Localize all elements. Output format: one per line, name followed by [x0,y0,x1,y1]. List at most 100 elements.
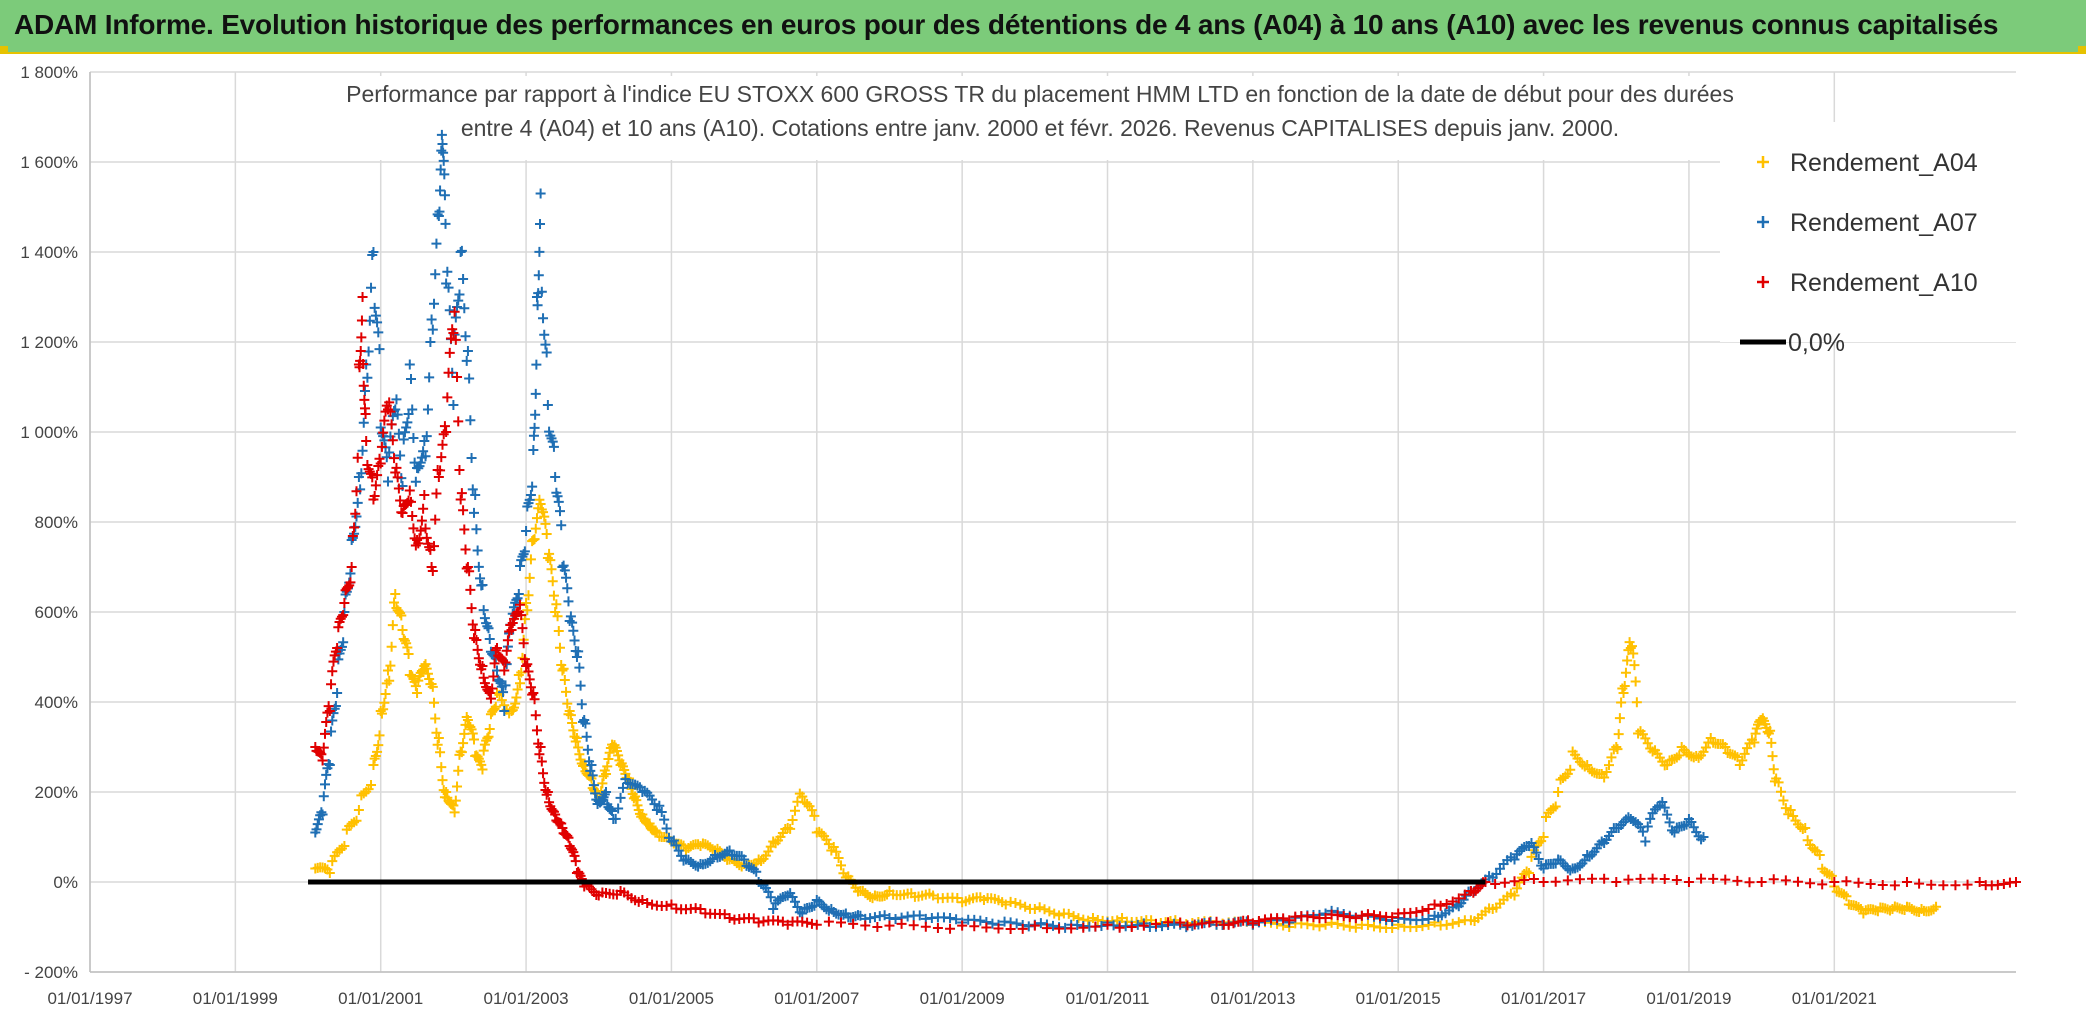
data-point [385,660,396,671]
data-point [576,699,587,710]
data-point [452,372,463,383]
data-point [376,708,387,719]
data-point [574,749,585,760]
data-point [487,683,498,694]
data-point [421,431,432,442]
data-point [865,913,876,924]
data-point [1768,874,1779,885]
data-point [565,611,576,622]
data-point [1926,879,1937,890]
data-point [1640,836,1651,847]
data-point [1938,880,1949,891]
data-point [1029,904,1040,914]
data-point [920,921,931,932]
x-tick-label: 01/01/2001 [338,989,423,1008]
data-point [522,659,533,670]
legend-label: Rendement_A04 [1790,149,1978,177]
data-point [434,206,445,217]
data-point [529,694,540,705]
data-point [372,470,383,481]
x-tick-label: 01/01/1999 [193,989,278,1008]
data-point [650,825,661,836]
series-Rendement_A07 [310,129,1709,933]
data-point [362,372,373,383]
chart-legend: Rendement_A04 Rendement_A07 Rendement_A10 0… [1720,122,2016,357]
data-point [1698,832,1709,842]
data-point [420,523,431,534]
data-point [1814,850,1825,860]
data-point [1841,891,1852,902]
data-point [1005,896,1016,907]
data-point [536,756,547,767]
data-point [1253,915,1264,926]
data-point [1533,853,1544,864]
data-point [529,422,540,433]
data-point [1618,688,1629,698]
data-point [1011,918,1022,929]
data-point [472,644,483,655]
data-point [436,452,447,463]
data-point [1629,660,1640,671]
data-point [1637,826,1648,837]
data-point [1720,742,1731,752]
data-point [522,605,533,616]
data-point [352,497,363,508]
data-point [1780,803,1791,814]
data-point [391,394,402,405]
data-point [372,746,383,757]
data-point [336,611,347,622]
data-point [797,791,808,802]
data-point [1928,904,1939,915]
data-point [527,481,538,492]
data-point [464,566,475,577]
data-point [467,728,478,739]
data-point [712,843,723,854]
data-point [528,445,539,455]
data-point [389,597,400,608]
data-point [601,769,612,779]
data-point [312,819,323,830]
data-point [421,532,432,543]
data-point [563,832,574,843]
data-point [450,312,461,323]
data-point [524,674,535,685]
data-point [529,534,540,545]
data-point [1611,742,1622,752]
data-point [462,715,473,725]
data-point [605,804,616,815]
data-point [1749,737,1760,748]
data-point [1509,876,1520,887]
data-point [1829,877,1840,887]
data-point [569,635,580,646]
data-point [327,715,338,726]
data-point [413,463,424,474]
series-Rendement_A04 [310,494,1942,934]
data-point [562,583,573,594]
data-point [1700,742,1711,753]
data-point [326,679,337,690]
x-tick-label: 01/01/2021 [1792,989,1877,1008]
data-point [1511,883,1522,894]
data-point [1647,873,1658,884]
data-point [1521,866,1532,877]
y-tick-label: 1 200% [20,333,78,352]
data-point [441,787,452,797]
data-point [768,836,779,847]
data-point [1669,827,1680,838]
data-point [449,807,460,818]
data-point [993,923,1004,934]
data-point [441,427,452,437]
data-point [374,344,385,355]
data-point [1627,641,1638,652]
data-point [1308,912,1319,923]
data-point [379,697,390,708]
data-point [1090,921,1101,932]
data-point [459,303,470,314]
data-point [436,129,447,140]
data-point [1441,899,1452,910]
data-point [1010,897,1021,908]
data-point [597,778,608,789]
data-point [848,918,859,929]
data-point [615,792,626,803]
data-point [358,380,369,391]
